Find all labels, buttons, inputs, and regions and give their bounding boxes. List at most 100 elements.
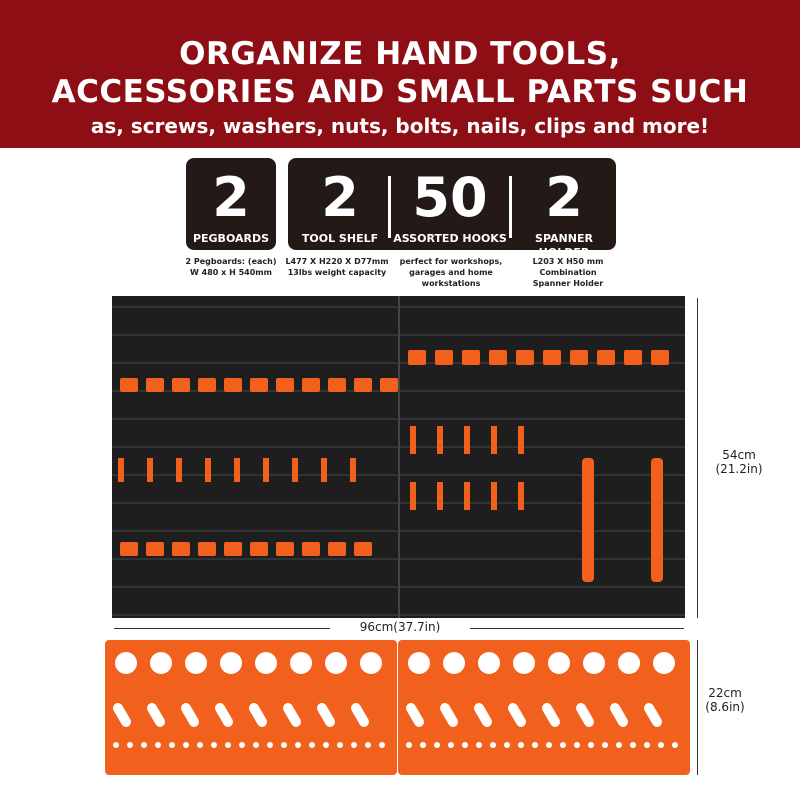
shelf-small-hole xyxy=(309,742,315,748)
shelf-small-hole xyxy=(211,742,217,748)
shelf-small-hole xyxy=(295,742,301,748)
bin-hook xyxy=(224,378,242,392)
shelf-slot xyxy=(111,701,133,729)
shelf-slot xyxy=(179,701,201,729)
bin-hook xyxy=(380,378,398,392)
bin-hook xyxy=(172,378,190,392)
bin-hook xyxy=(435,350,453,365)
stat-label: ASSORTED HOOKS xyxy=(393,232,507,245)
peg-hook xyxy=(176,458,182,482)
height-dimension-line xyxy=(697,298,698,618)
peg-hook xyxy=(350,458,356,482)
shelf-small-hole xyxy=(532,742,538,748)
divider xyxy=(509,176,512,238)
bin-hook xyxy=(597,350,615,365)
shelf-small-hole xyxy=(588,742,594,748)
shelf-slot xyxy=(540,701,562,729)
shelf-small-hole xyxy=(504,742,510,748)
shelf-small-hole xyxy=(351,742,357,748)
peg-hook xyxy=(292,458,298,482)
divider xyxy=(388,176,391,238)
pegboard-image xyxy=(112,296,685,618)
bin-hook xyxy=(172,542,190,556)
shelf-slot xyxy=(574,701,596,729)
bin-hook xyxy=(120,542,138,556)
bin-hook xyxy=(276,378,294,392)
shelf-slot xyxy=(438,701,460,729)
subheadline: as, screws, washers, nuts, bolts, nails,… xyxy=(90,114,710,138)
shelf-slot xyxy=(281,701,303,729)
shelf-small-hole xyxy=(574,742,580,748)
shelf-small-hole xyxy=(406,742,412,748)
shelf-small-hole xyxy=(197,742,203,748)
stat-box-group: 2 TOOL SHELF 50 ASSORTED HOOKS 2 SPANNER HO… xyxy=(288,158,616,259)
peg-hook xyxy=(518,426,524,454)
peg-hook xyxy=(491,426,497,454)
bin-hook xyxy=(354,542,372,556)
peg-hook xyxy=(437,426,443,454)
stat-number: 2 xyxy=(212,166,250,229)
shelf-small-hole xyxy=(518,742,524,748)
peg-hook xyxy=(464,482,470,510)
peg-hook xyxy=(321,458,327,482)
shelf-slot xyxy=(247,701,269,729)
shelf-small-hole xyxy=(448,742,454,748)
shelf-small-hole xyxy=(658,742,664,748)
shelf-hole xyxy=(443,652,465,674)
shelf-small-hole xyxy=(490,742,496,748)
shelf-hole xyxy=(325,652,347,674)
shelf-small-hole xyxy=(169,742,175,748)
shelf-small-hole xyxy=(155,742,161,748)
bin-hook xyxy=(302,378,320,392)
shelf-small-hole xyxy=(127,742,133,748)
shelf-small-hole xyxy=(630,742,636,748)
stat-box-pegboards: 2 PEGBOARDS xyxy=(186,158,276,250)
peg-hook xyxy=(147,458,153,482)
peg-hook xyxy=(118,458,124,482)
width-label: 96cm(37.7in) xyxy=(330,620,470,634)
peg-hook xyxy=(205,458,211,482)
bin-hook xyxy=(624,350,642,365)
shelf-small-hole xyxy=(462,742,468,748)
board-seam xyxy=(398,296,400,618)
shelf-slot xyxy=(404,701,426,729)
shelf-small-hole xyxy=(560,742,566,748)
bin-hook xyxy=(224,542,242,556)
shelf-small-hole xyxy=(616,742,622,748)
bin-hook xyxy=(516,350,534,365)
bin-hook xyxy=(146,542,164,556)
stat-desc: L203 X H50 mm Combination Spanner Holder xyxy=(532,257,604,288)
shelf-hole xyxy=(513,652,535,674)
peg-hook xyxy=(234,458,240,482)
shelf-small-hole xyxy=(141,742,147,748)
headline-line-2: ACCESSORIES AND SMALL PARTS SUCH xyxy=(51,74,749,110)
shelf-hole xyxy=(115,652,137,674)
shelf-dimension-line xyxy=(697,640,698,775)
shelf-slot xyxy=(145,701,167,729)
bin-hook xyxy=(408,350,426,365)
bin-hook xyxy=(120,378,138,392)
shelf-small-hole xyxy=(379,742,385,748)
shelf-small-hole xyxy=(239,742,245,748)
bin-hook xyxy=(328,542,346,556)
bin-hook xyxy=(328,378,346,392)
shelf-small-hole xyxy=(672,742,678,748)
shelf-small-hole xyxy=(113,742,119,748)
headline-line-1: ORGANIZE HAND TOOLS, xyxy=(179,36,621,72)
shelf-hole xyxy=(478,652,500,674)
bin-hook xyxy=(250,378,268,392)
bin-hook xyxy=(570,350,588,365)
shelf-slot xyxy=(642,701,664,729)
shelf-hole xyxy=(653,652,675,674)
shelf-slot xyxy=(472,701,494,729)
shelf-small-hole xyxy=(546,742,552,748)
peg-hook xyxy=(410,426,416,454)
shelf-small-hole xyxy=(267,742,273,748)
peg-hook xyxy=(437,482,443,510)
shelf-height-label: 22cm (8.6in) xyxy=(700,686,750,714)
shelf-small-hole xyxy=(602,742,608,748)
spanner-holder xyxy=(582,458,594,582)
shelf-slot xyxy=(506,701,528,729)
bin-hook xyxy=(198,542,216,556)
bin-hook xyxy=(462,350,480,365)
